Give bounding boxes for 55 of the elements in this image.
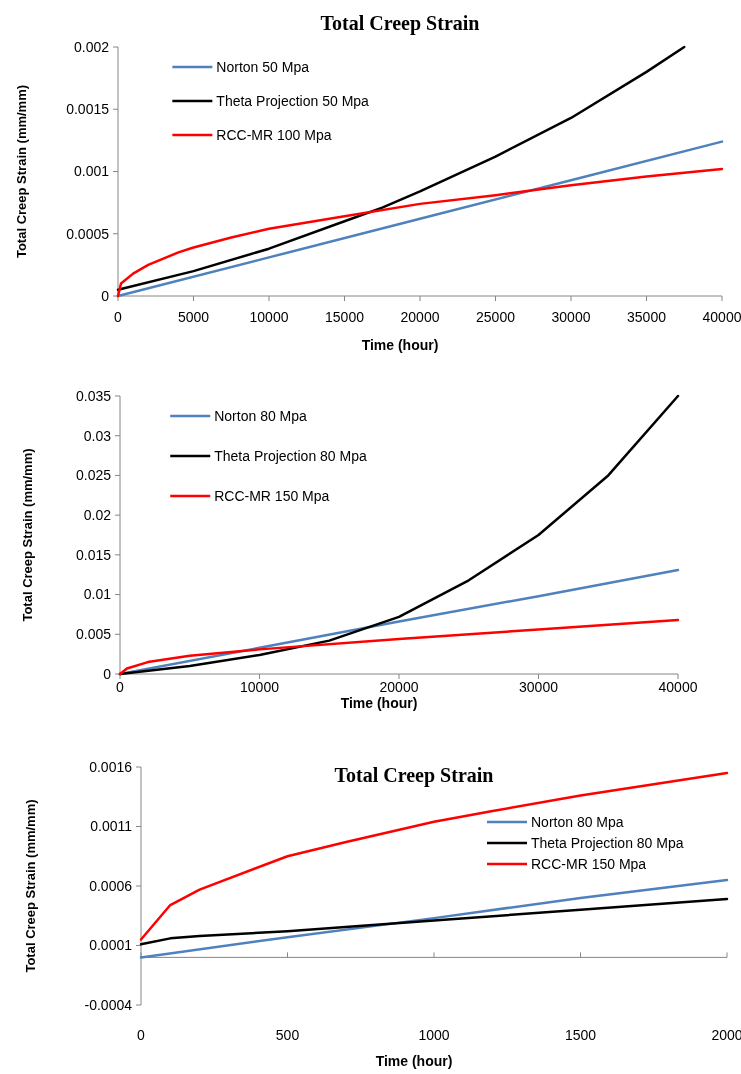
y-tick-label: 0.0006 [89, 877, 133, 894]
y-tick-label: -0.0004 [84, 996, 133, 1013]
x-axis-title: Time (hour) [361, 337, 439, 353]
x-tick-label: 15000 [325, 309, 365, 325]
x-tick-label: 25000 [476, 309, 516, 325]
legend-label: Norton 80 Mpa [531, 813, 624, 830]
x-tick-label: 0 [137, 1027, 146, 1043]
line-series [139, 897, 729, 946]
y-tick-label: 0 [103, 665, 112, 682]
x-tick-label: 1500 [564, 1027, 597, 1043]
x-tick-label: 1000 [418, 1027, 450, 1043]
x-tick-label: 20000 [400, 309, 440, 325]
legend-label: Theta Projection 80 Mpa [531, 834, 684, 851]
x-tick-label: 30000 [519, 679, 559, 695]
y-axis-title: Total Creep Strain (mm/mm) [23, 799, 38, 973]
legend-label: Theta Projection 80 Mpa [214, 447, 367, 464]
y-tick-label: 0.0005 [66, 225, 110, 242]
x-tick-label: 35000 [627, 309, 667, 325]
legend-label: Norton 80 Mpa [214, 407, 308, 424]
line-series [116, 45, 686, 292]
y-tick-label: 0.001 [73, 163, 110, 180]
x-tick-label: 30000 [551, 309, 591, 325]
x-tick-label: 20000 [379, 679, 419, 695]
x-tick-label: 40000 [658, 679, 698, 695]
y-tick-label: 0.002 [73, 38, 110, 55]
legend-label: RCC-MR 150 Mpa [531, 855, 647, 872]
y-tick-label: 0.0011 [90, 818, 133, 835]
x-tick-label: 40000 [702, 309, 741, 325]
y-tick-label: 0.02 [83, 507, 112, 524]
y-axis-title: Total Creep Strain (mm/mm) [20, 448, 35, 622]
x-tick-label: 10000 [240, 679, 280, 695]
y-tick-label: 0.0001 [89, 937, 133, 954]
y-tick-label: 0 [101, 287, 110, 304]
x-tick-label: 10000 [249, 309, 289, 325]
line-series [118, 394, 680, 676]
chart-title: Total Creep Strain [320, 12, 480, 35]
y-tick-label: 0.03 [83, 427, 112, 444]
y-tick-label: 0.015 [75, 546, 112, 563]
y-tick-label: 0.0015 [66, 101, 110, 118]
chart-title: Total Creep Strain [334, 764, 494, 787]
x-tick-label: 500 [275, 1027, 300, 1043]
x-axis-title: Time (hour) [340, 695, 418, 711]
y-tick-label: 0.01 [83, 586, 112, 603]
y-axis-title: Total Creep Strain (mm/mm) [14, 84, 29, 259]
legend-label: Norton 50 Mpa [216, 58, 310, 75]
y-tick-label: 0.0016 [89, 758, 133, 775]
legend-label: RCC-MR 100 Mpa [216, 126, 332, 143]
y-tick-label: 0.035 [75, 387, 112, 404]
legend-label: RCC-MR 150 Mpa [214, 487, 330, 504]
line-series [139, 878, 729, 959]
y-tick-label: 0.005 [75, 626, 112, 643]
x-tick-label: 5000 [177, 309, 210, 325]
y-tick-label: 0.025 [75, 467, 112, 484]
legend-label: Theta Projection 50 Mpa [216, 92, 370, 109]
x-axis-title: Time (hour) [375, 1053, 453, 1069]
